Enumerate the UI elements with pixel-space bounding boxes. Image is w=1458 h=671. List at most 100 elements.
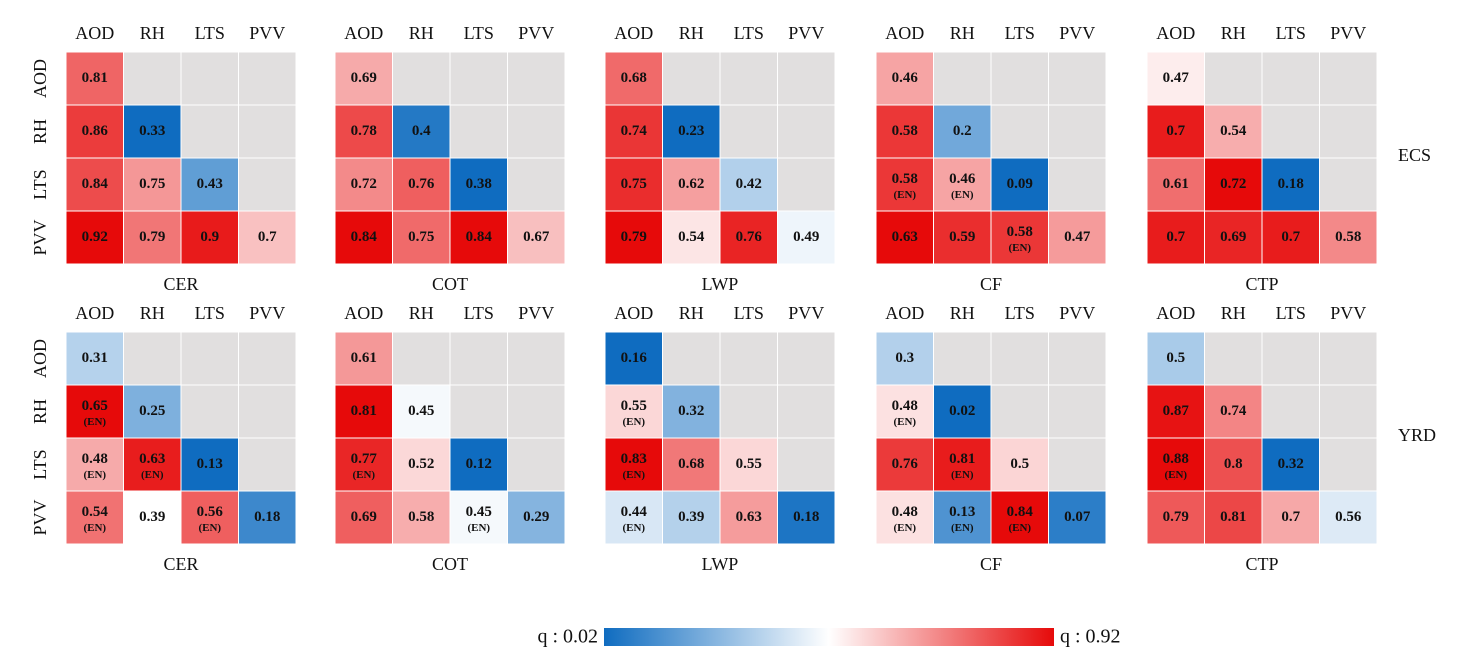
heat-cell [990,210,1049,265]
empty-cell [180,331,239,386]
empty-cell [777,384,836,439]
panel-title: COT [432,274,468,294]
en-label: (EN) [83,522,106,534]
x-tick-label: AOD [614,23,653,43]
empty-cell [123,331,182,386]
cell-value: 0.12 [466,456,492,472]
empty-cell [777,157,836,212]
y-tick-label: LTS [30,449,50,479]
empty-cell [449,331,508,386]
empty-cell [1319,384,1378,439]
heat-cell [449,210,508,265]
heat-cell [180,157,239,212]
heat-cell [392,490,451,545]
heat-cell [604,384,663,439]
cell-value: 0.02 [949,403,975,419]
heat-cell [1146,331,1205,386]
x-tick-label: PVV [1330,23,1366,43]
cell-value: 0.16 [621,350,648,366]
x-tick-label: LTS [1276,303,1306,323]
en-label: (EN) [198,522,221,534]
heat-cell [334,104,393,159]
cell-value: 0.58 [1007,224,1033,240]
cell-value: 0.7 [1166,229,1185,245]
empty-cell [1048,51,1107,106]
cell-value: 0.7 [1281,229,1300,245]
cell-value: 0.77 [351,451,378,467]
cell-value: 0.44 [621,504,648,520]
cell-value: 0.83 [621,451,647,467]
x-tick-label: LTS [1276,23,1306,43]
empty-cell [507,51,566,106]
heat-cell [449,490,508,545]
heat-cell [65,437,124,492]
x-tick-label: AOD [1156,23,1195,43]
cell-value: 0.62 [678,176,704,192]
heat-cell [875,437,934,492]
en-label: (EN) [1008,242,1031,254]
x-tick-label: RH [140,23,165,43]
panel-title: CTP [1245,554,1278,574]
cell-value: 0.68 [621,70,647,86]
panel-title: CF [980,554,1002,574]
heat-cell [65,51,124,106]
cell-value: 0.55 [621,398,647,414]
heat-cell [933,437,992,492]
heat-cell [65,490,124,545]
y-tick-label: PVV [30,219,50,255]
cell-value: 0.72 [351,176,377,192]
empty-cell [1204,51,1263,106]
heat-cell [604,437,663,492]
panel-title: CTP [1245,274,1278,294]
x-tick-label: LTS [464,303,494,323]
empty-cell [238,51,297,106]
x-tick-label: RH [950,23,975,43]
cell-value: 0.69 [351,509,377,525]
heat-cell [238,490,297,545]
heat-cell [1261,157,1320,212]
cell-value: 0.4 [412,123,431,139]
cell-value: 0.7 [1281,509,1300,525]
empty-cell [392,51,451,106]
cell-value: 0.46 [892,70,919,86]
empty-cell [990,331,1049,386]
cell-value: 0.48 [82,451,108,467]
panel-title: COT [432,554,468,574]
empty-cell [1319,157,1378,212]
heat-cell [1204,157,1263,212]
empty-cell [238,157,297,212]
cell-value: 0.74 [1220,403,1247,419]
cell-value: 0.69 [351,70,377,86]
panel-title: LWP [702,274,739,294]
en-label: (EN) [467,522,490,534]
heat-cell [662,104,721,159]
empty-cell [1261,51,1320,106]
heat-cell [1146,104,1205,159]
heat-cell [604,210,663,265]
empty-cell [180,384,239,439]
heat-cell [662,210,721,265]
empty-cell [507,331,566,386]
panel-title: CF [980,274,1002,294]
en-label: (EN) [951,522,974,534]
empty-cell [719,384,778,439]
heat-cell [1204,210,1263,265]
empty-cell [180,104,239,159]
empty-cell [990,104,1049,159]
empty-cell [990,384,1049,439]
cell-value: 0.58 [408,509,434,525]
cell-value: 0.79 [139,229,165,245]
heat-cell [1261,437,1320,492]
cell-value: 0.75 [408,229,434,245]
heat-cell [1261,210,1320,265]
cell-value: 0.54 [678,229,705,245]
x-tick-label: AOD [614,303,653,323]
heat-cell [662,157,721,212]
heat-cell [180,490,239,545]
x-tick-label: LTS [195,23,225,43]
panel-title: LWP [702,554,739,574]
cell-value: 0.32 [678,403,704,419]
empty-cell [449,384,508,439]
x-tick-label: AOD [1156,303,1195,323]
cell-value: 0.75 [621,176,647,192]
